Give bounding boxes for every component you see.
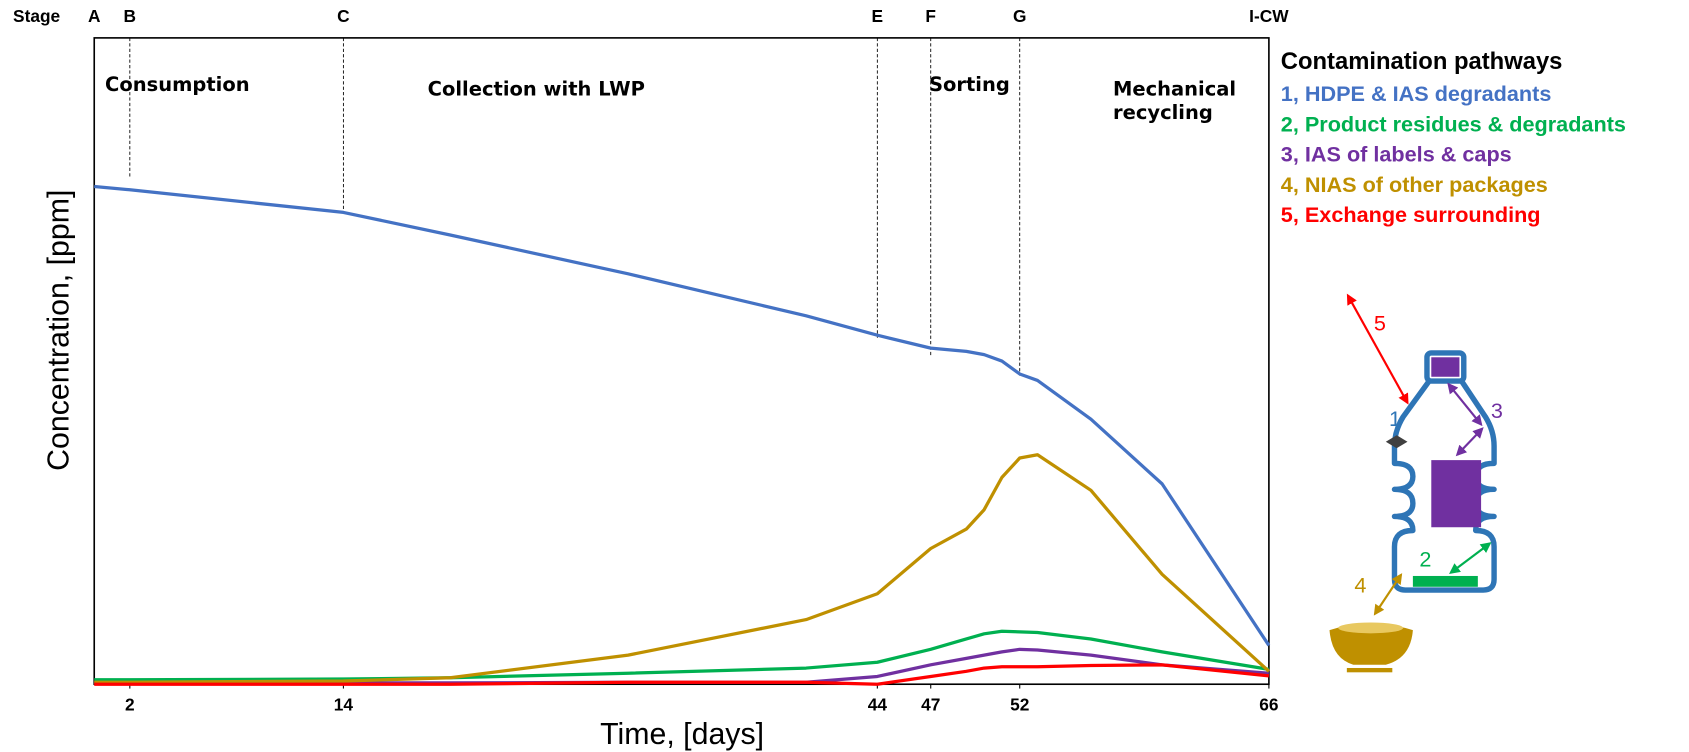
stage-title: Stage [13, 6, 61, 26]
arrow-2 [1449, 542, 1492, 575]
x-tick-label: 52 [1010, 694, 1029, 714]
series-line [94, 663, 1270, 686]
wall-marker [1385, 435, 1408, 449]
phase-annotation: Mechanical recycling [1112, 77, 1237, 125]
x-axis-label: Time, [days] [600, 718, 764, 751]
legend-entry: 1, HDPE & IAS degradants [1281, 81, 1552, 106]
x-tick-label: 44 [868, 694, 888, 714]
diagram-label: 2 [1419, 547, 1431, 572]
legend-title: Contamination pathways [1281, 48, 1563, 75]
legend-entry: 4, NIAS of other packages [1281, 172, 1548, 197]
arrow-4 [1373, 573, 1403, 616]
stage-label: A [88, 6, 101, 26]
x-tick-label: 47 [921, 694, 940, 714]
x-tick-label: 66 [1259, 694, 1278, 714]
legend-entry: 2, Product residues & degradants [1281, 111, 1626, 136]
diagram-label: 5 [1374, 311, 1386, 336]
phase-annotation: Consumption [105, 73, 250, 97]
bowl-base [1346, 667, 1393, 673]
label-fill [1431, 460, 1482, 528]
arrow-3b [1455, 427, 1484, 457]
arrow-5 [1346, 293, 1409, 405]
phase-annotation-box: Consumption [105, 73, 250, 97]
legend-entry: 5, Exchange surrounding [1281, 202, 1541, 227]
diagram-label: 1 [1389, 406, 1401, 431]
series-line [94, 184, 1271, 647]
plot-frame [93, 37, 1270, 686]
arrow-3a [1447, 382, 1483, 427]
series-line [94, 453, 1270, 684]
diagram-label: 4 [1354, 573, 1366, 598]
bowl-rim [1338, 622, 1404, 634]
x-tick-label: 14 [334, 694, 354, 714]
residue-fill [1412, 575, 1478, 587]
stage-label: I-CW [1249, 6, 1289, 26]
stage-label: E [872, 6, 884, 26]
x-tick-label: 2 [125, 694, 135, 714]
cap-fill [1431, 357, 1460, 377]
phase-annotation-box: Collection with LWP [427, 77, 645, 101]
stage-label: G [1013, 6, 1026, 26]
phase-annotation: Sorting [928, 73, 1010, 97]
y-axis-label: Concentration, [ppm] [43, 190, 76, 471]
stage-label: C [337, 6, 350, 26]
legend-entry: 3, IAS of labels & caps [1281, 142, 1512, 167]
stage-label: B [124, 6, 137, 26]
bottle-diagram [1329, 293, 1497, 673]
bowl [1329, 623, 1413, 665]
phase-annotation-box: Mechanical recycling [1112, 77, 1237, 125]
phase-annotation: Collection with LWP [427, 77, 645, 101]
bottle-cap [1424, 350, 1467, 384]
bottle-body [1391, 379, 1497, 593]
stage-label: F [925, 6, 936, 26]
diagram-label: 3 [1491, 398, 1503, 423]
phase-annotation-box: Sorting [928, 73, 1010, 97]
